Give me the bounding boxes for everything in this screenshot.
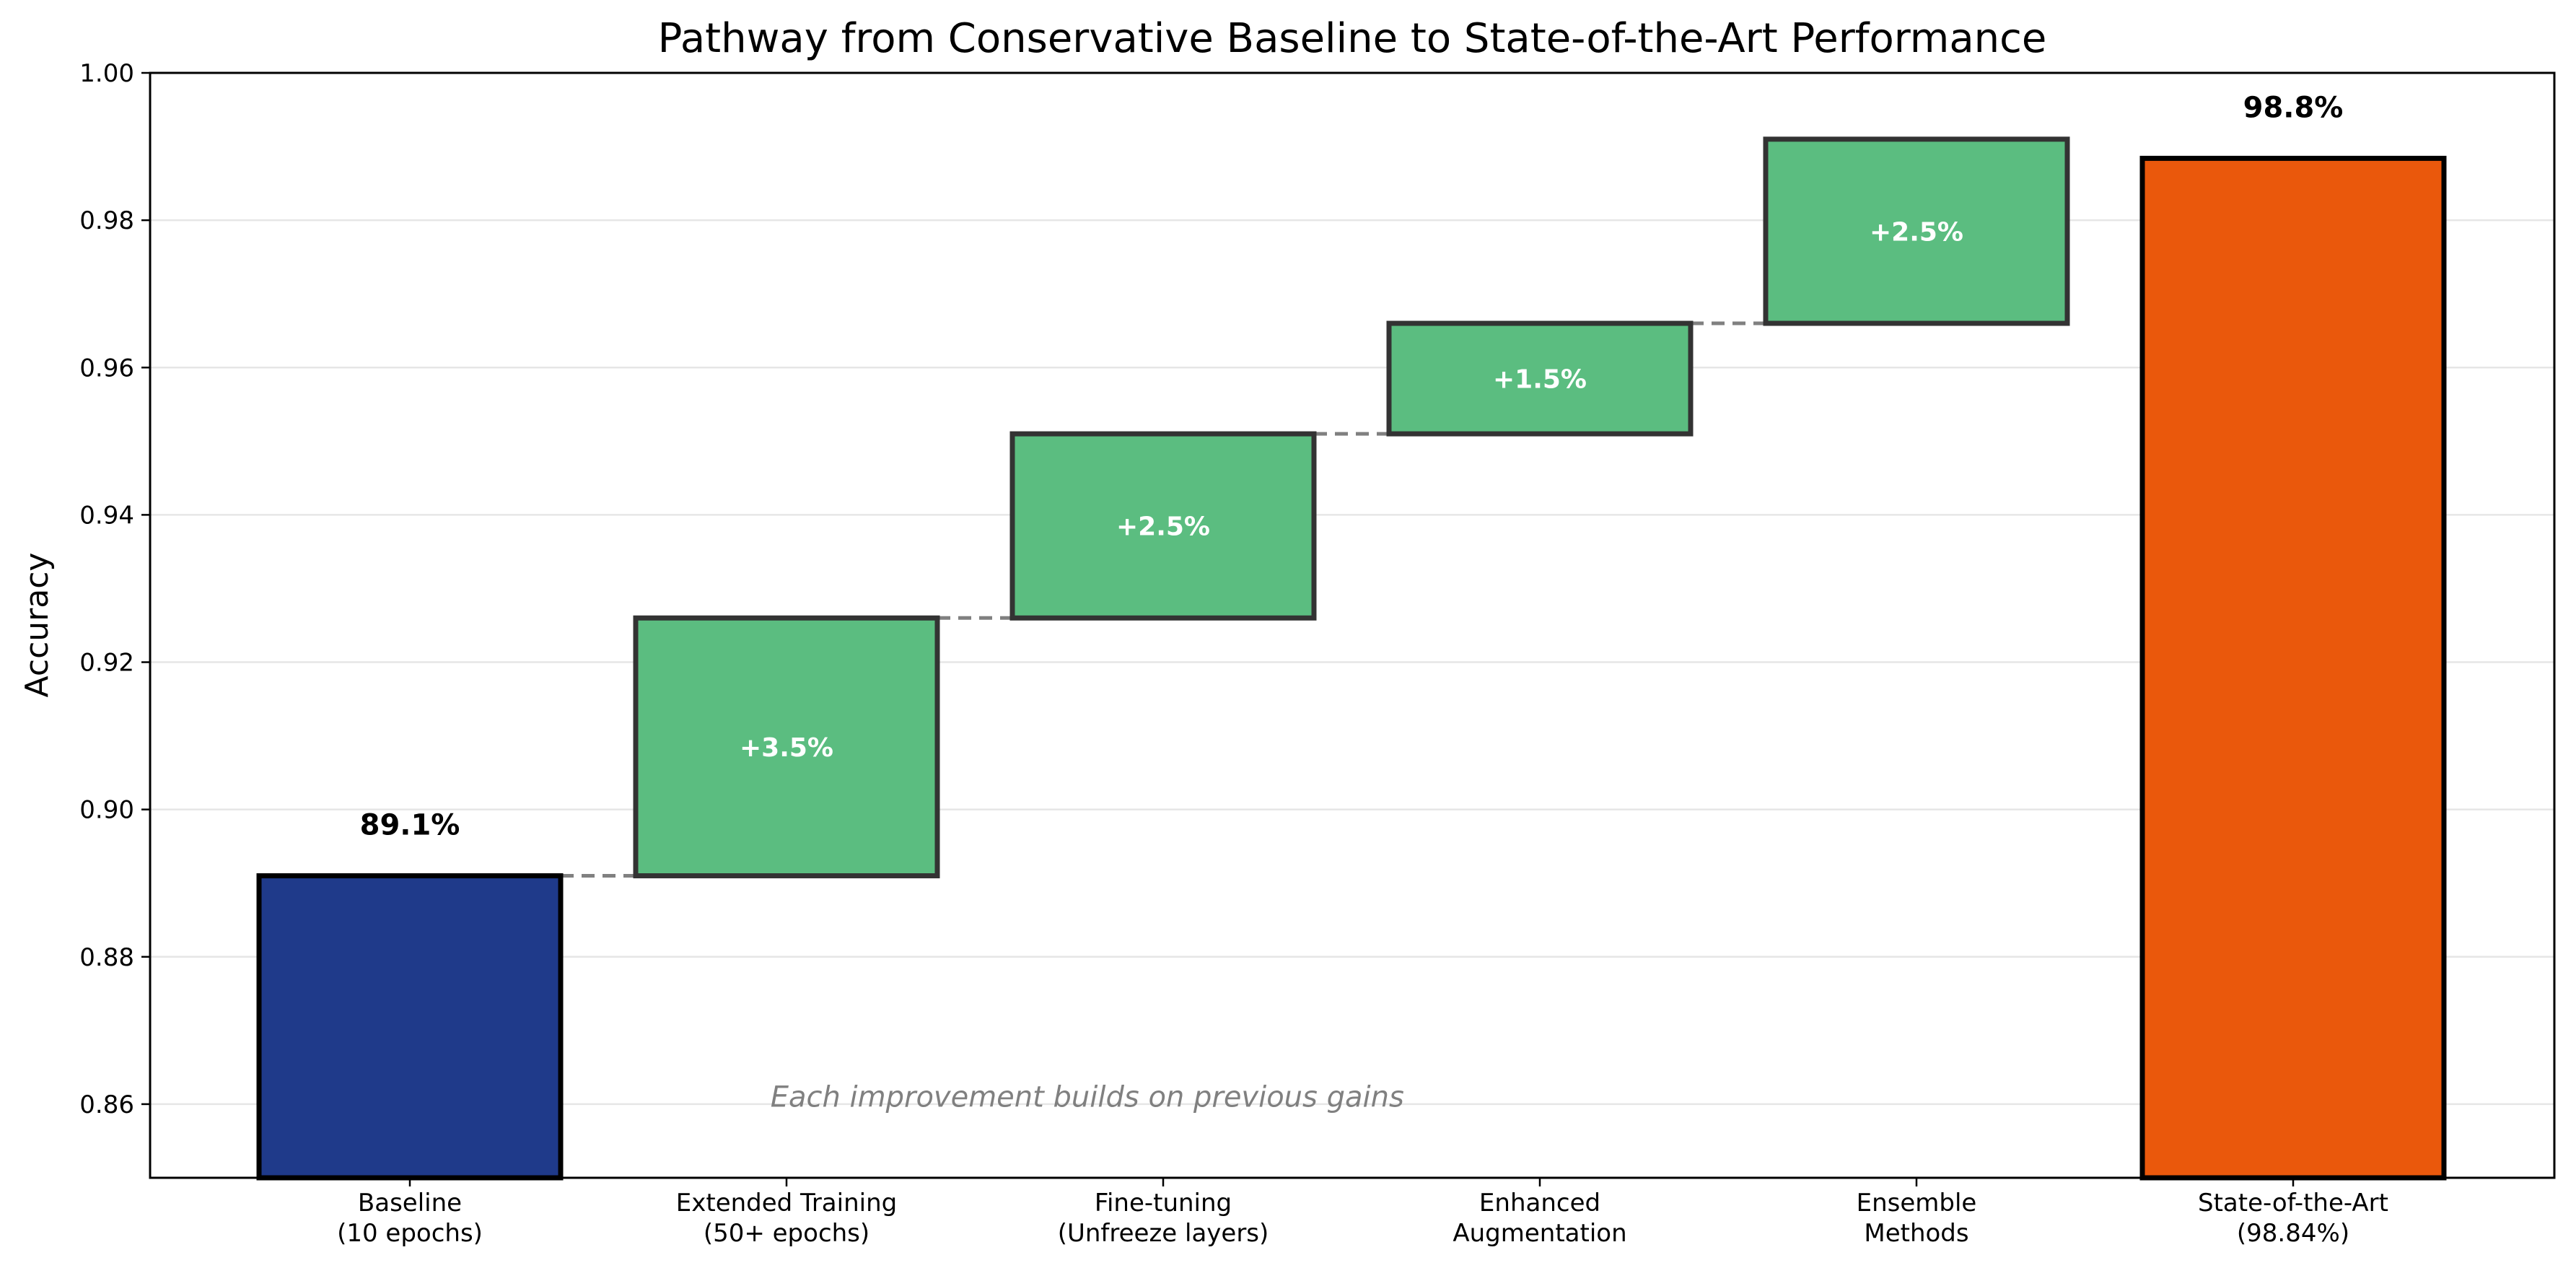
y-tick-label: 0.88 (79, 943, 134, 972)
connector-layer (561, 321, 1766, 878)
bar-final (2139, 155, 2447, 1181)
bar-increment (1386, 320, 1694, 437)
y-tick-label: 0.94 (79, 501, 134, 530)
axis-layer: 0.86 0.88 0.90 0.92 0.94 0.96 0.98 1.00 Baseline… (79, 59, 2388, 1248)
delta-label: +1.5% (1493, 365, 1587, 395)
x-tick-label: Extended Training (50+ epochs) (676, 1189, 897, 1248)
bar-increment (1009, 431, 1317, 621)
bar-increment (1763, 136, 2070, 326)
delta-label: +2.5% (1116, 512, 1210, 542)
label-layer: 89.1% +3.5% +2.5% +1.5% +2.5% 98.8% (360, 91, 2344, 841)
x-tick-label: Ensemble Methods (1857, 1189, 1977, 1248)
value-label: 98.8% (2243, 91, 2344, 124)
annotation-text: Each improvement builds on previous gain… (771, 1081, 1404, 1114)
y-tick-label: 0.90 (79, 796, 134, 825)
bar-layer (256, 136, 2447, 1181)
value-label: 89.1% (360, 809, 460, 842)
x-tick-label: State-of-the-Art (98.84%) (2198, 1189, 2388, 1248)
delta-label: +3.5% (740, 733, 833, 763)
y-tick-label: 1.00 (79, 59, 134, 88)
delta-label: +2.5% (1870, 217, 1963, 247)
x-tick-label: Enhanced Augmentation (1453, 1189, 1626, 1248)
y-axis-label: Accuracy (19, 553, 56, 698)
y-tick-label: 0.92 (79, 649, 134, 678)
chart-title: Pathway from Conservative Baseline to St… (658, 15, 2047, 62)
y-tick-label: 0.98 (79, 206, 134, 235)
bar-baseline (256, 873, 564, 1181)
plot-frame (149, 71, 2556, 1179)
y-tick-label: 0.96 (79, 354, 134, 382)
x-tick-label: Fine-tuning (Unfreeze layers) (1058, 1189, 1269, 1248)
bar-increment (633, 615, 940, 879)
y-tick-label: 0.86 (79, 1090, 134, 1119)
x-tick-label: Baseline (10 epochs) (337, 1189, 483, 1248)
